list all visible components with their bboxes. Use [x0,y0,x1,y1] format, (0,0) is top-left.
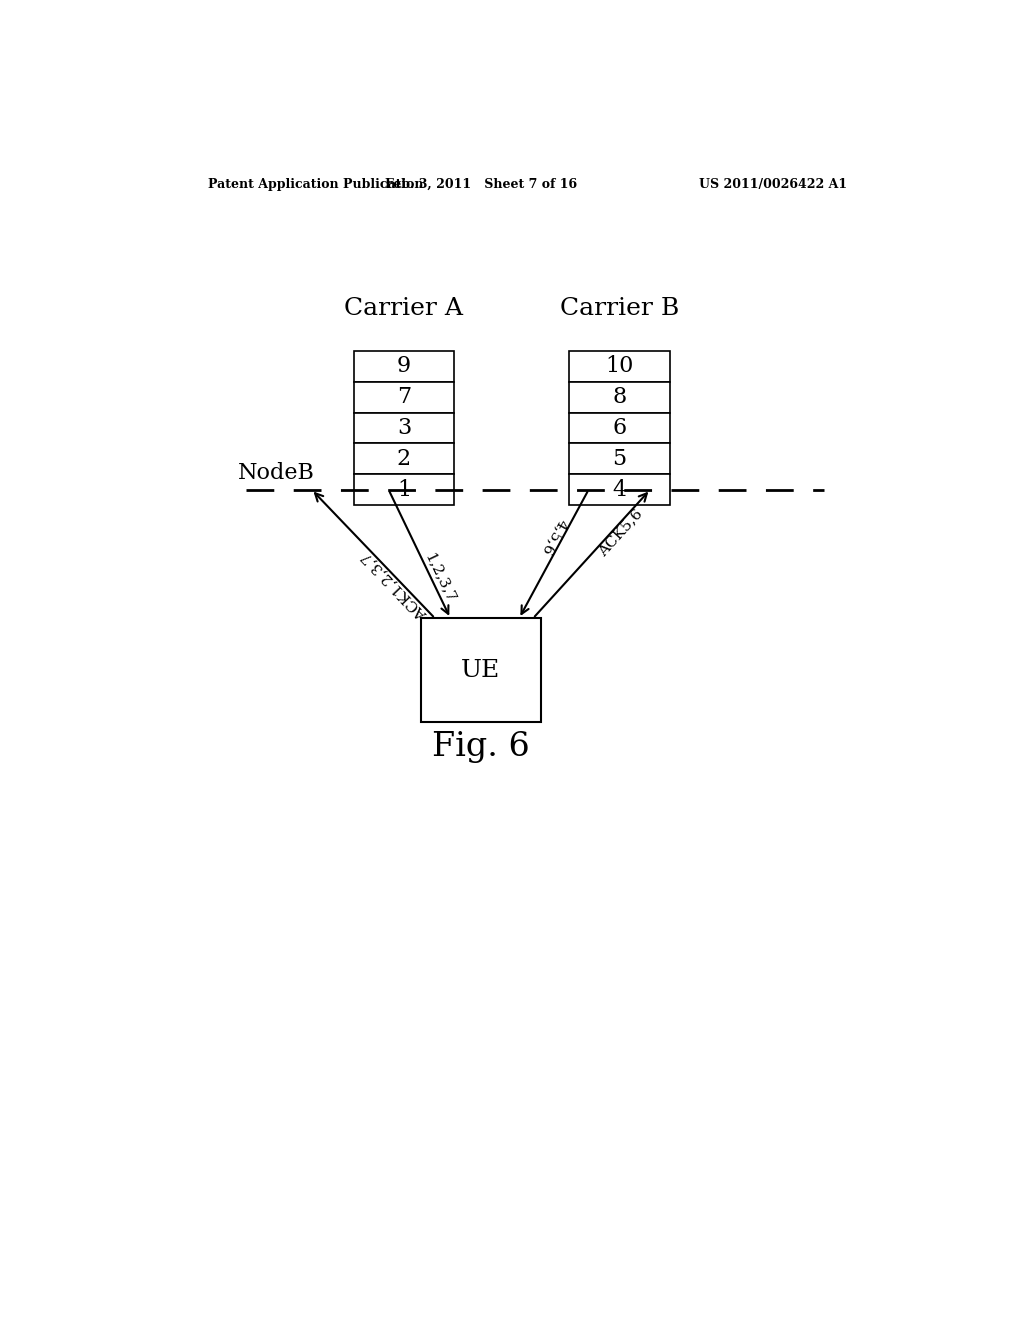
Text: Patent Application Publication: Patent Application Publication [208,178,423,190]
Bar [354,381,454,413]
Text: 9: 9 [397,355,411,378]
Bar [354,474,454,506]
Text: ACK5,6: ACK5,6 [596,506,645,558]
Text: ACK1,2,3,7: ACK1,2,3,7 [359,549,429,622]
Text: NodeB: NodeB [239,462,315,483]
Bar [354,413,454,444]
Text: Carrier A: Carrier A [344,297,464,319]
Bar [569,444,670,474]
Text: Feb. 3, 2011   Sheet 7 of 16: Feb. 3, 2011 Sheet 7 of 16 [385,178,577,190]
Text: US 2011/0026422 A1: US 2011/0026422 A1 [698,178,847,190]
Text: 7: 7 [397,387,411,408]
Text: 1,2,3,7: 1,2,3,7 [423,550,458,605]
Text: 10: 10 [605,355,634,378]
Text: 8: 8 [612,387,627,408]
Text: 2: 2 [397,447,411,470]
Text: 4: 4 [612,479,627,500]
Text: 4,5,6: 4,5,6 [539,516,569,557]
Bar [569,413,670,444]
Text: 1: 1 [397,479,411,500]
Text: Fig. 6: Fig. 6 [432,731,529,763]
Bar [569,351,670,381]
Text: Carrier B: Carrier B [560,297,679,319]
Bar [421,619,541,722]
Bar [569,381,670,413]
Bar [569,474,670,506]
Bar [354,444,454,474]
Bar [354,351,454,381]
Text: 5: 5 [612,447,627,470]
Text: 6: 6 [612,417,627,438]
Text: UE: UE [461,659,501,682]
Text: 3: 3 [396,417,411,438]
